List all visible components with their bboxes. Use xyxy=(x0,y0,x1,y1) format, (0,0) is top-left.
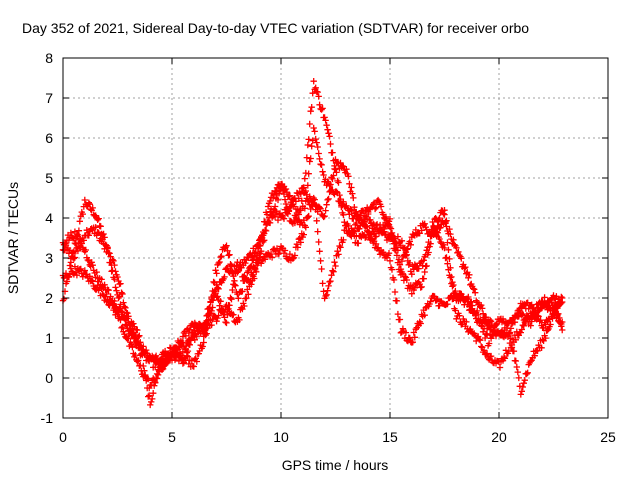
y-axis-label: SDTVAR / TECUs xyxy=(5,182,21,294)
axis-ticks: 0 5 10 15 20 25 -1 0 1 2 3 4 5 6 7 8 xyxy=(41,50,616,445)
y-tick-label-2: 1 xyxy=(45,330,53,346)
x-tick-label-3: 15 xyxy=(382,429,398,445)
chart-title: Day 352 of 2021, Sidereal Day-to-day VTE… xyxy=(22,20,529,36)
plot-frame xyxy=(62,57,609,419)
y-tick-label-3: 2 xyxy=(45,290,53,306)
series-track-4 xyxy=(59,124,566,409)
y-tick-label-7: 6 xyxy=(45,130,53,146)
series-track-4-markers xyxy=(59,124,566,409)
y-tick-label-1: 0 xyxy=(45,370,53,386)
y-tick-label-5: 4 xyxy=(45,210,53,226)
x-tick-label-1: 5 xyxy=(168,429,176,445)
y-tick-label-6: 5 xyxy=(45,170,53,186)
series-track-3-markers xyxy=(59,194,566,398)
series-track-3 xyxy=(59,194,566,398)
y-tick-label-8: 7 xyxy=(45,90,53,106)
y-tick-label-9: 8 xyxy=(45,50,53,66)
x-axis-label: GPS time / hours xyxy=(282,457,389,473)
y-tick-label-0: -1 xyxy=(41,410,54,426)
x-tick-label-0: 0 xyxy=(59,429,67,445)
x-tick-label-4: 20 xyxy=(491,429,507,445)
x-tick-label-2: 10 xyxy=(273,429,289,445)
x-tick-label-5: 25 xyxy=(600,429,616,445)
y-tick-label-4: 3 xyxy=(45,250,53,266)
data-points xyxy=(59,78,566,409)
